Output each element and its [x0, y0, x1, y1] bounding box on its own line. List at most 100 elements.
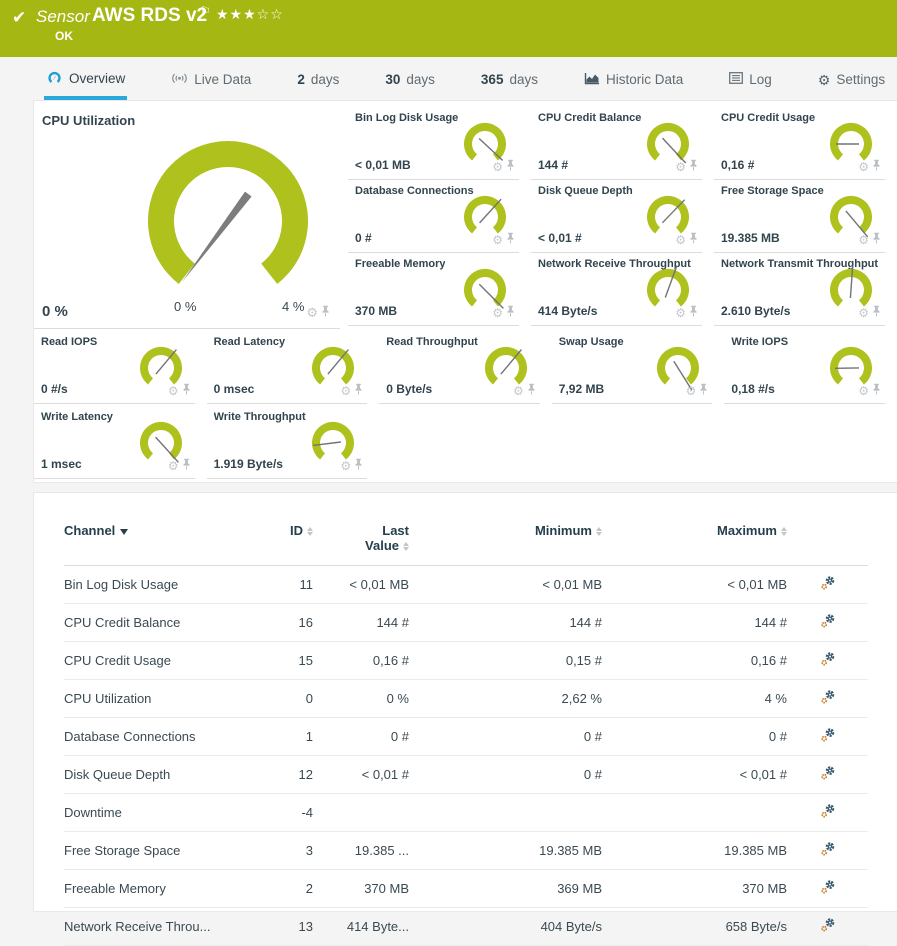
channel-settings-gear-icon[interactable]: ⚙: [168, 384, 179, 398]
channel-name: Network Receive Throu...: [64, 908, 249, 946]
column-header-last-value[interactable]: LastValue: [313, 519, 409, 566]
channel-name: CPU Credit Balance: [64, 604, 249, 642]
channel-pin-icon[interactable]: [699, 382, 708, 400]
channel-pin-icon[interactable]: [689, 304, 698, 322]
channel-settings-gear-icon[interactable]: ⚙: [686, 384, 697, 398]
channel-settings-gear-icon[interactable]: ⚙: [675, 160, 686, 174]
gauge-value: 414 Byte/s: [538, 304, 597, 318]
tab-log[interactable]: Log: [727, 72, 774, 100]
column-header-id[interactable]: ID: [249, 519, 313, 566]
tab-settings[interactable]: ⚙ Settings: [816, 72, 887, 100]
gauge-value: 7,92 MB: [559, 382, 604, 396]
gauge-value: 0 #/s: [41, 382, 68, 396]
edit-channel-button[interactable]: [787, 680, 868, 718]
gauge-value: 19.385 MB: [721, 231, 780, 245]
channel-name: Disk Queue Depth: [64, 756, 249, 794]
edit-channel-gears-icon: [820, 803, 836, 819]
gauge-value: 0 %: [42, 303, 68, 320]
edit-channel-button[interactable]: [787, 832, 868, 870]
channel-pin-icon[interactable]: [689, 158, 698, 176]
tab-live-data[interactable]: Live Data: [169, 72, 253, 101]
column-header-channel[interactable]: Channel: [64, 519, 249, 566]
edit-channel-gears-icon: [820, 651, 836, 667]
live-signal-icon: [171, 72, 188, 88]
channel-settings-gear-icon[interactable]: ⚙: [492, 233, 503, 247]
channel-settings-gear-icon[interactable]: ⚙: [340, 459, 351, 473]
channel-settings-gear-icon[interactable]: ⚙: [858, 160, 869, 174]
channel-settings-gear-icon[interactable]: ⚙: [492, 306, 503, 320]
channel-name: Free Storage Space: [64, 832, 249, 870]
favorite-rating-stars[interactable]: ★★★☆☆: [216, 6, 284, 23]
channel-pin-icon[interactable]: [872, 231, 881, 249]
table-row: CPU Utilization00 %2,62 %4 %: [64, 680, 868, 718]
channel-settings-gear-icon[interactable]: ⚙: [168, 459, 179, 473]
channel-pin-icon[interactable]: [689, 231, 698, 249]
table-row: Freeable Memory2370 MB369 MB370 MB: [64, 870, 868, 908]
channel-pin-icon[interactable]: [872, 158, 881, 176]
edit-channel-button[interactable]: [787, 870, 868, 908]
tab-30-days[interactable]: 30days: [383, 72, 437, 100]
channel-pin-icon[interactable]: [354, 382, 363, 400]
sensor-kind-label: Sensor: [36, 7, 90, 27]
channel-id: 0: [249, 680, 313, 718]
channel-settings-gear-icon[interactable]: ⚙: [675, 233, 686, 247]
channel-pin-icon[interactable]: [527, 382, 536, 400]
channel-pin-icon[interactable]: [506, 304, 515, 322]
channel-pin-icon[interactable]: [182, 457, 191, 475]
channel-id: -4: [249, 794, 313, 832]
edit-channel-gears-icon: [820, 879, 836, 895]
priority-flag-icon[interactable]: ⚐: [200, 4, 211, 18]
edit-channel-button[interactable]: [787, 642, 868, 680]
last-value: < 0,01 #: [313, 756, 409, 794]
minimum-value: 2,62 %: [409, 680, 602, 718]
edit-channel-button[interactable]: [787, 794, 868, 832]
channel-id: 16: [249, 604, 313, 642]
channel-settings-gear-icon[interactable]: ⚙: [675, 306, 686, 320]
tab-2-days[interactable]: 2days: [295, 72, 341, 100]
channel-settings-gear-icon[interactable]: ⚙: [858, 384, 869, 398]
column-header-minimum[interactable]: Minimum: [409, 519, 602, 566]
minimum-value: < 0,01 MB: [409, 566, 602, 604]
table-row: CPU Credit Balance16144 #144 #144 #: [64, 604, 868, 642]
last-value: 144 #: [313, 604, 409, 642]
small-gauges-grid: Bin Log Disk Usage< 0,01 MB⚙CPU Credit B…: [348, 107, 897, 329]
channel-pin-icon[interactable]: [321, 304, 330, 322]
channel-pin-icon[interactable]: [182, 382, 191, 400]
maximum-value: < 0,01 MB: [602, 566, 787, 604]
channel-name: Freeable Memory: [64, 870, 249, 908]
channel-settings-gear-icon[interactable]: ⚙: [858, 233, 869, 247]
channels-table: ChannelIDLastValueMinimumMaximum Bin Log…: [64, 519, 868, 946]
channel-pin-icon[interactable]: [354, 457, 363, 475]
last-value: 0,16 #: [313, 642, 409, 680]
channel-settings-gear-icon[interactable]: ⚙: [340, 384, 351, 398]
gauge-title: Swap Usage: [559, 336, 624, 348]
tab-bar: Overview Live Data 2days 30days 365days …: [0, 57, 897, 100]
column-header-actions: [787, 519, 868, 566]
edit-channel-button[interactable]: [787, 718, 868, 756]
small-gauges-row: Write Latency1 msec⚙Write Throughput1.91…: [34, 406, 897, 479]
tab-historic-data[interactable]: Historic Data: [582, 72, 685, 101]
channel-settings-gear-icon[interactable]: ⚙: [306, 305, 318, 321]
channel-settings-gear-icon[interactable]: ⚙: [513, 384, 524, 398]
gauge-scale-min: 0 %: [174, 299, 196, 314]
channel-pin-icon[interactable]: [872, 382, 881, 400]
channel-pin-icon[interactable]: [506, 158, 515, 176]
gauge-value: 144 #: [538, 158, 568, 172]
channel-settings-gear-icon[interactable]: ⚙: [858, 306, 869, 320]
edit-channel-button[interactable]: [787, 566, 868, 604]
channel-settings-gear-icon[interactable]: ⚙: [492, 160, 503, 174]
tab-overview[interactable]: Overview: [44, 71, 127, 101]
edit-channel-gears-icon: [820, 917, 836, 933]
edit-channel-button[interactable]: [787, 604, 868, 642]
edit-channel-button[interactable]: [787, 756, 868, 794]
settings-gear-icon: ⚙: [818, 73, 831, 87]
gauge-tile: Free Storage Space19.385 MB⚙: [714, 180, 885, 253]
gauge-title: Freeable Memory: [355, 258, 445, 270]
column-header-maximum[interactable]: Maximum: [602, 519, 787, 566]
edit-channel-button[interactable]: [787, 908, 868, 946]
gauge-tile: Network Transmit Throughput2.610 Byte/s⚙: [714, 253, 885, 326]
tab-365-days[interactable]: 365days: [479, 72, 540, 100]
channel-name: Database Connections: [64, 718, 249, 756]
channel-pin-icon[interactable]: [506, 231, 515, 249]
channel-pin-icon[interactable]: [872, 304, 881, 322]
